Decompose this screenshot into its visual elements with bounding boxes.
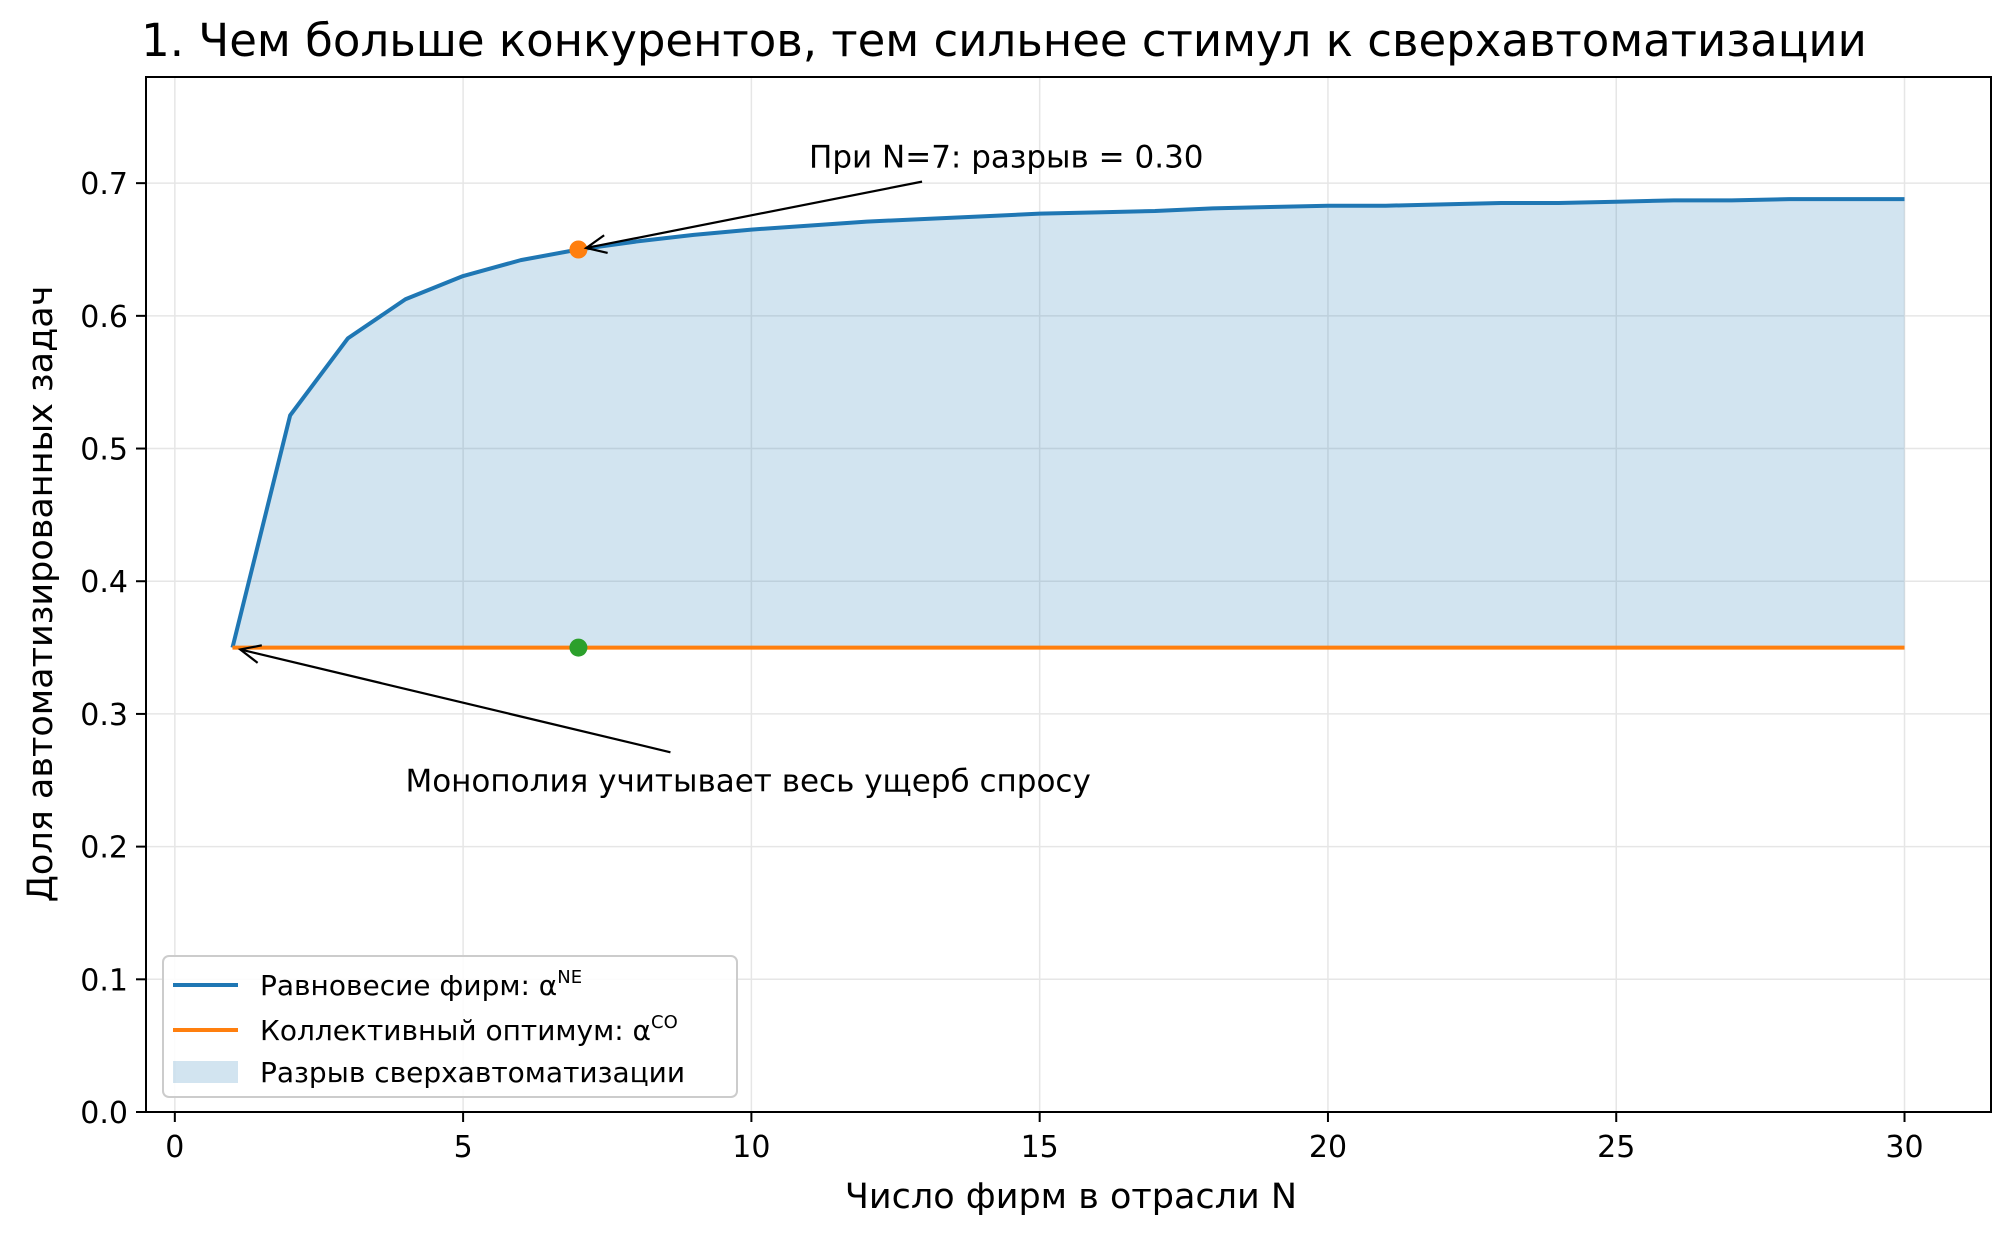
legend-label-collective-optimum: Коллективный оптимум: αCO — [260, 1012, 678, 1047]
legend-label-equilibrium: Равновесие фирм: αNE — [260, 967, 582, 1002]
y-tick-label: 0.5 — [80, 433, 128, 468]
annotation-gap-arrow-shaft — [586, 180, 923, 250]
legend-swatch-gap — [173, 1061, 238, 1083]
marker-equilibrium-n7 — [569, 240, 588, 259]
x-axis-label: Число фирм в отрасли N — [845, 1177, 1297, 1217]
x-tick-label: 25 — [1597, 1130, 1635, 1165]
gap-fill-layer — [232, 199, 1905, 648]
legend-box — [162, 955, 738, 1098]
annotation-gap-arrow-head — [583, 234, 608, 254]
x-tick-label: 15 — [1021, 1130, 1059, 1165]
x-tick-label: 5 — [454, 1130, 473, 1165]
y-axis-label: Доля автоматизированных задач — [21, 286, 61, 903]
x-tick-label: 30 — [1885, 1130, 1923, 1165]
gap-fill-area — [232, 199, 1905, 648]
x-tick-label: 20 — [1309, 1130, 1347, 1165]
y-tick-label: 0.4 — [80, 565, 128, 600]
plot-area-background — [146, 77, 1991, 1112]
legend-label-superscript: NE — [557, 967, 582, 988]
series-lines-layer — [230, 197, 1905, 650]
y-tick-label: 0.0 — [80, 1096, 128, 1131]
plot-background — [146, 77, 1991, 1112]
annotation-gap-label: При N=7: разрыв = 0.30 — [809, 140, 1203, 176]
legend-label-superscript: CO — [651, 1012, 678, 1033]
marker-optimum-n7 — [569, 638, 588, 657]
y-tick-label: 0.3 — [80, 698, 128, 733]
ticks-layer: 0 5 10 15 20 25 30 0.0 0.1 0.2 0.3 0.4 0.5 0.6 0.7 — [80, 167, 1923, 1165]
legend-label-gap: Разрыв сверхавтоматизации — [260, 1056, 685, 1089]
annotations-layer: При N=7: разрыв = 0.30 Монополия учитывае… — [237, 140, 1204, 799]
y-tick-label: 0.7 — [80, 167, 128, 202]
y-tick-label: 0.1 — [80, 963, 128, 998]
y-tick-label: 0.6 — [80, 300, 128, 335]
annotation-monopoly-arrow-shaft — [240, 648, 671, 754]
series-line-equilibrium — [230, 197, 1905, 649]
plot-frame — [145, 76, 1992, 1113]
chart-title: 1. Чем больше конкурентов, тем сильнее с… — [141, 14, 1867, 67]
markers-layer — [569, 240, 588, 657]
x-tick-label: 0 — [165, 1130, 184, 1165]
annotation-monopoly-arrow-head — [237, 644, 263, 664]
legend: Равновесие фирм: αNE Коллективный оптимум… — [162, 955, 738, 1098]
y-tick-label: 0.2 — [80, 831, 128, 866]
x-tick-label: 10 — [732, 1130, 770, 1165]
annotation-monopoly-label: Монополия учитывает весь ущерб спросу — [405, 763, 1090, 799]
axes-frame — [145, 76, 1992, 1113]
